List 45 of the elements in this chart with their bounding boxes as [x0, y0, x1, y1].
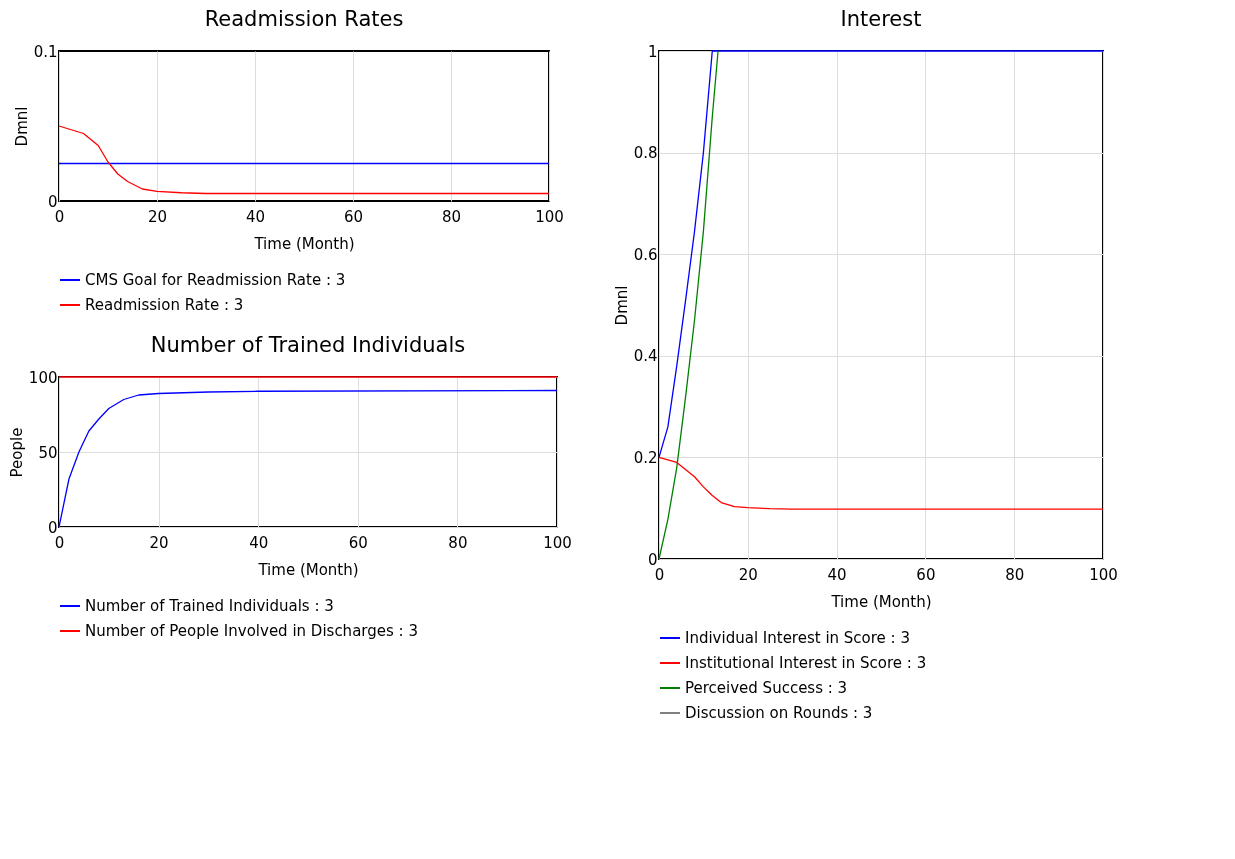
legend-label: Readmission Rate : 3 [85, 296, 244, 314]
x-tick-label: 20 [147, 207, 168, 226]
y-axis-title: People [7, 427, 26, 478]
x-tick-label: 100 [543, 533, 572, 552]
chart-title: Number of Trained Individuals [150, 333, 466, 357]
legend-label: Institutional Interest in Score : 3 [685, 654, 927, 672]
y-tick-label: 0.1 [33, 42, 58, 61]
x-tick-label: 40 [245, 207, 266, 226]
y-tick-label: 0 [647, 550, 658, 569]
x-axis-title: Time (Month) [257, 560, 359, 579]
x-tick-label: 100 [535, 207, 564, 226]
y-axis-title: Dmnl [12, 106, 31, 147]
y-tick-label: 0.2 [633, 448, 658, 467]
line-series [658, 456, 1104, 510]
x-tick-label: 80 [441, 207, 462, 226]
y-axis-title: Dmnl [612, 285, 631, 326]
y-tick-label: 0.4 [633, 347, 658, 366]
line-series [58, 125, 550, 195]
x-tick-label: 80 [1005, 565, 1025, 584]
x-axis-title: Time (Month) [830, 592, 932, 611]
x-tick-label: 40 [827, 565, 847, 584]
y-tick-label: 50 [38, 443, 58, 462]
x-tick-label: 60 [343, 207, 364, 226]
x-axis-title: Time (Month) [253, 234, 355, 253]
y-tick-label: 0 [47, 518, 58, 537]
legend-label: Number of People Involved in Discharges : 3 [85, 622, 418, 640]
y-tick-label: 100 [28, 368, 58, 387]
x-tick-label: 100 [1089, 565, 1118, 584]
chart-title: Readmission Rates [204, 7, 404, 31]
x-tick-label: 60 [348, 533, 368, 552]
legend-label: Individual Interest in Score : 3 [685, 629, 910, 647]
y-tick-label: 0.6 [633, 245, 658, 264]
legend-label: CMS Goal for Readmission Rate : 3 [85, 271, 346, 289]
y-tick-label: 0 [47, 192, 58, 211]
x-tick-label: 20 [738, 565, 758, 584]
legend-label: Discussion on Rounds : 3 [685, 704, 873, 722]
x-tick-label: 40 [249, 533, 269, 552]
x-tick-label: 60 [916, 565, 936, 584]
x-tick-label: 20 [149, 533, 169, 552]
chart-title: Interest [840, 7, 922, 31]
y-tick-label: 0.8 [633, 144, 658, 163]
x-tick-label: 80 [448, 533, 468, 552]
legend-label: Number of Trained Individuals : 3 [85, 597, 334, 615]
y-tick-label: 1 [647, 42, 658, 61]
legend-label: Perceived Success : 3 [685, 679, 848, 697]
